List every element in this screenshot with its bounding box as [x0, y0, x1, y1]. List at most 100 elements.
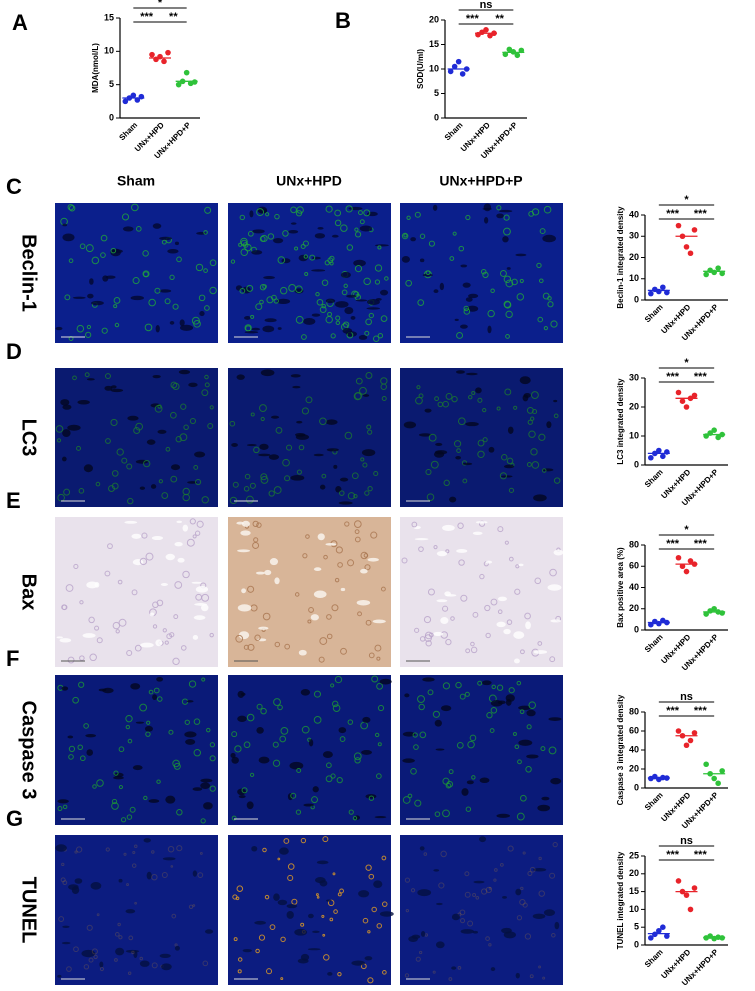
tissue-lumen [439, 282, 445, 291]
tissue-lumen [62, 223, 68, 227]
tissue-stain [334, 675, 343, 684]
tissue-lumen [77, 400, 90, 405]
tissue-lumen [537, 804, 551, 812]
tissue-stain [131, 203, 139, 212]
tissue-lumen [62, 233, 75, 242]
data-point [656, 447, 662, 454]
tissue-lumen [361, 750, 373, 755]
tissue-stain [501, 454, 508, 461]
tissue-lumen [201, 604, 209, 612]
tissue-lumen [541, 796, 550, 801]
micrograph [400, 835, 563, 985]
tissue-stain [141, 532, 148, 539]
y-tick-label: 0 [634, 294, 639, 304]
tissue-stain [125, 724, 131, 730]
tissue-stain [189, 518, 196, 525]
tissue-stain [465, 214, 471, 221]
tissue-lumen [503, 628, 511, 635]
tissue-stain [76, 324, 85, 333]
tissue-lumen [312, 786, 319, 793]
tissue-stain [543, 205, 552, 214]
tissue-stain [132, 851, 136, 855]
tissue-stain [359, 386, 367, 395]
tissue-stain [266, 968, 273, 975]
tissue-lumen [461, 788, 469, 796]
tissue-lumen [418, 433, 432, 437]
tissue-lumen [550, 777, 562, 785]
tissue-lumen [292, 385, 301, 389]
tissue-lumen [487, 325, 492, 334]
tissue-lumen [496, 213, 504, 219]
tissue-lumen [316, 860, 329, 865]
tissue-lumen [532, 913, 546, 919]
tissue-stain [376, 682, 384, 690]
data-point [656, 927, 662, 934]
tissue-stain [471, 390, 476, 396]
tissue-stain [86, 324, 92, 330]
tissue-lumen [358, 334, 368, 340]
tissue-stain [540, 746, 546, 752]
tissue-stain [442, 605, 449, 612]
tissue-stain [368, 312, 374, 319]
tissue-stain [380, 383, 387, 390]
tissue-stain [401, 232, 409, 240]
tissue-stain [253, 537, 259, 543]
tissue-stain [365, 318, 372, 326]
tissue-lumen [460, 264, 468, 268]
tissue-stain [133, 427, 141, 435]
tissue-lumen [331, 234, 339, 238]
tissue-stain [139, 557, 148, 566]
tissue-stain [462, 478, 468, 484]
tissue-stain [272, 741, 279, 748]
micrograph [228, 675, 391, 825]
tissue-stain [413, 744, 419, 750]
tissue-stain [405, 909, 410, 913]
tissue-stain [340, 224, 348, 232]
tissue-stain [172, 303, 179, 310]
data-point [138, 93, 145, 100]
tissue-lumen [193, 615, 206, 620]
tissue-lumen [277, 899, 288, 906]
tissue-stain [516, 680, 522, 686]
tissue-lumen [353, 259, 366, 267]
tissue-stain [194, 530, 201, 536]
tissue-stain [68, 205, 76, 212]
tissue-stain [427, 588, 435, 596]
tissue-lumen [380, 289, 389, 296]
tissue-stain [303, 254, 308, 259]
tissue-stain [374, 264, 383, 272]
tissue-stain [516, 293, 525, 301]
tissue-stain [105, 847, 110, 852]
tissue-stain [308, 606, 314, 613]
tissue-stain [92, 784, 97, 789]
data-point [130, 92, 137, 99]
data-point [719, 610, 725, 616]
tissue-lumen [67, 424, 81, 431]
tissue-stain [348, 809, 354, 815]
tissue-stain [259, 299, 264, 305]
tissue-lumen [327, 972, 333, 976]
tissue-lumen [290, 374, 301, 378]
tissue-lumen [262, 325, 275, 333]
tissue-lumen [298, 254, 308, 262]
tissue-lumen [422, 677, 435, 682]
tissue-stain [488, 943, 492, 947]
tissue-stain [463, 305, 469, 312]
tissue-lumen [130, 295, 144, 301]
tissue-lumen [290, 475, 305, 481]
tissue-lumen [338, 727, 347, 734]
tissue-stain [511, 278, 518, 286]
tissue-stain [377, 332, 384, 339]
tissue-stain [209, 259, 217, 267]
tissue-stain [243, 741, 251, 749]
significance-label: *** [666, 849, 680, 861]
tissue-lumen [543, 909, 556, 917]
tissue-stain [255, 948, 260, 954]
tissue-stain [295, 809, 302, 815]
y-tick-label: 30 [629, 372, 639, 382]
tissue-lumen [300, 689, 311, 696]
tissue-lumen [483, 203, 492, 212]
tissue-stain [307, 619, 312, 624]
tissue-lumen [118, 878, 123, 883]
data-point [122, 98, 129, 105]
